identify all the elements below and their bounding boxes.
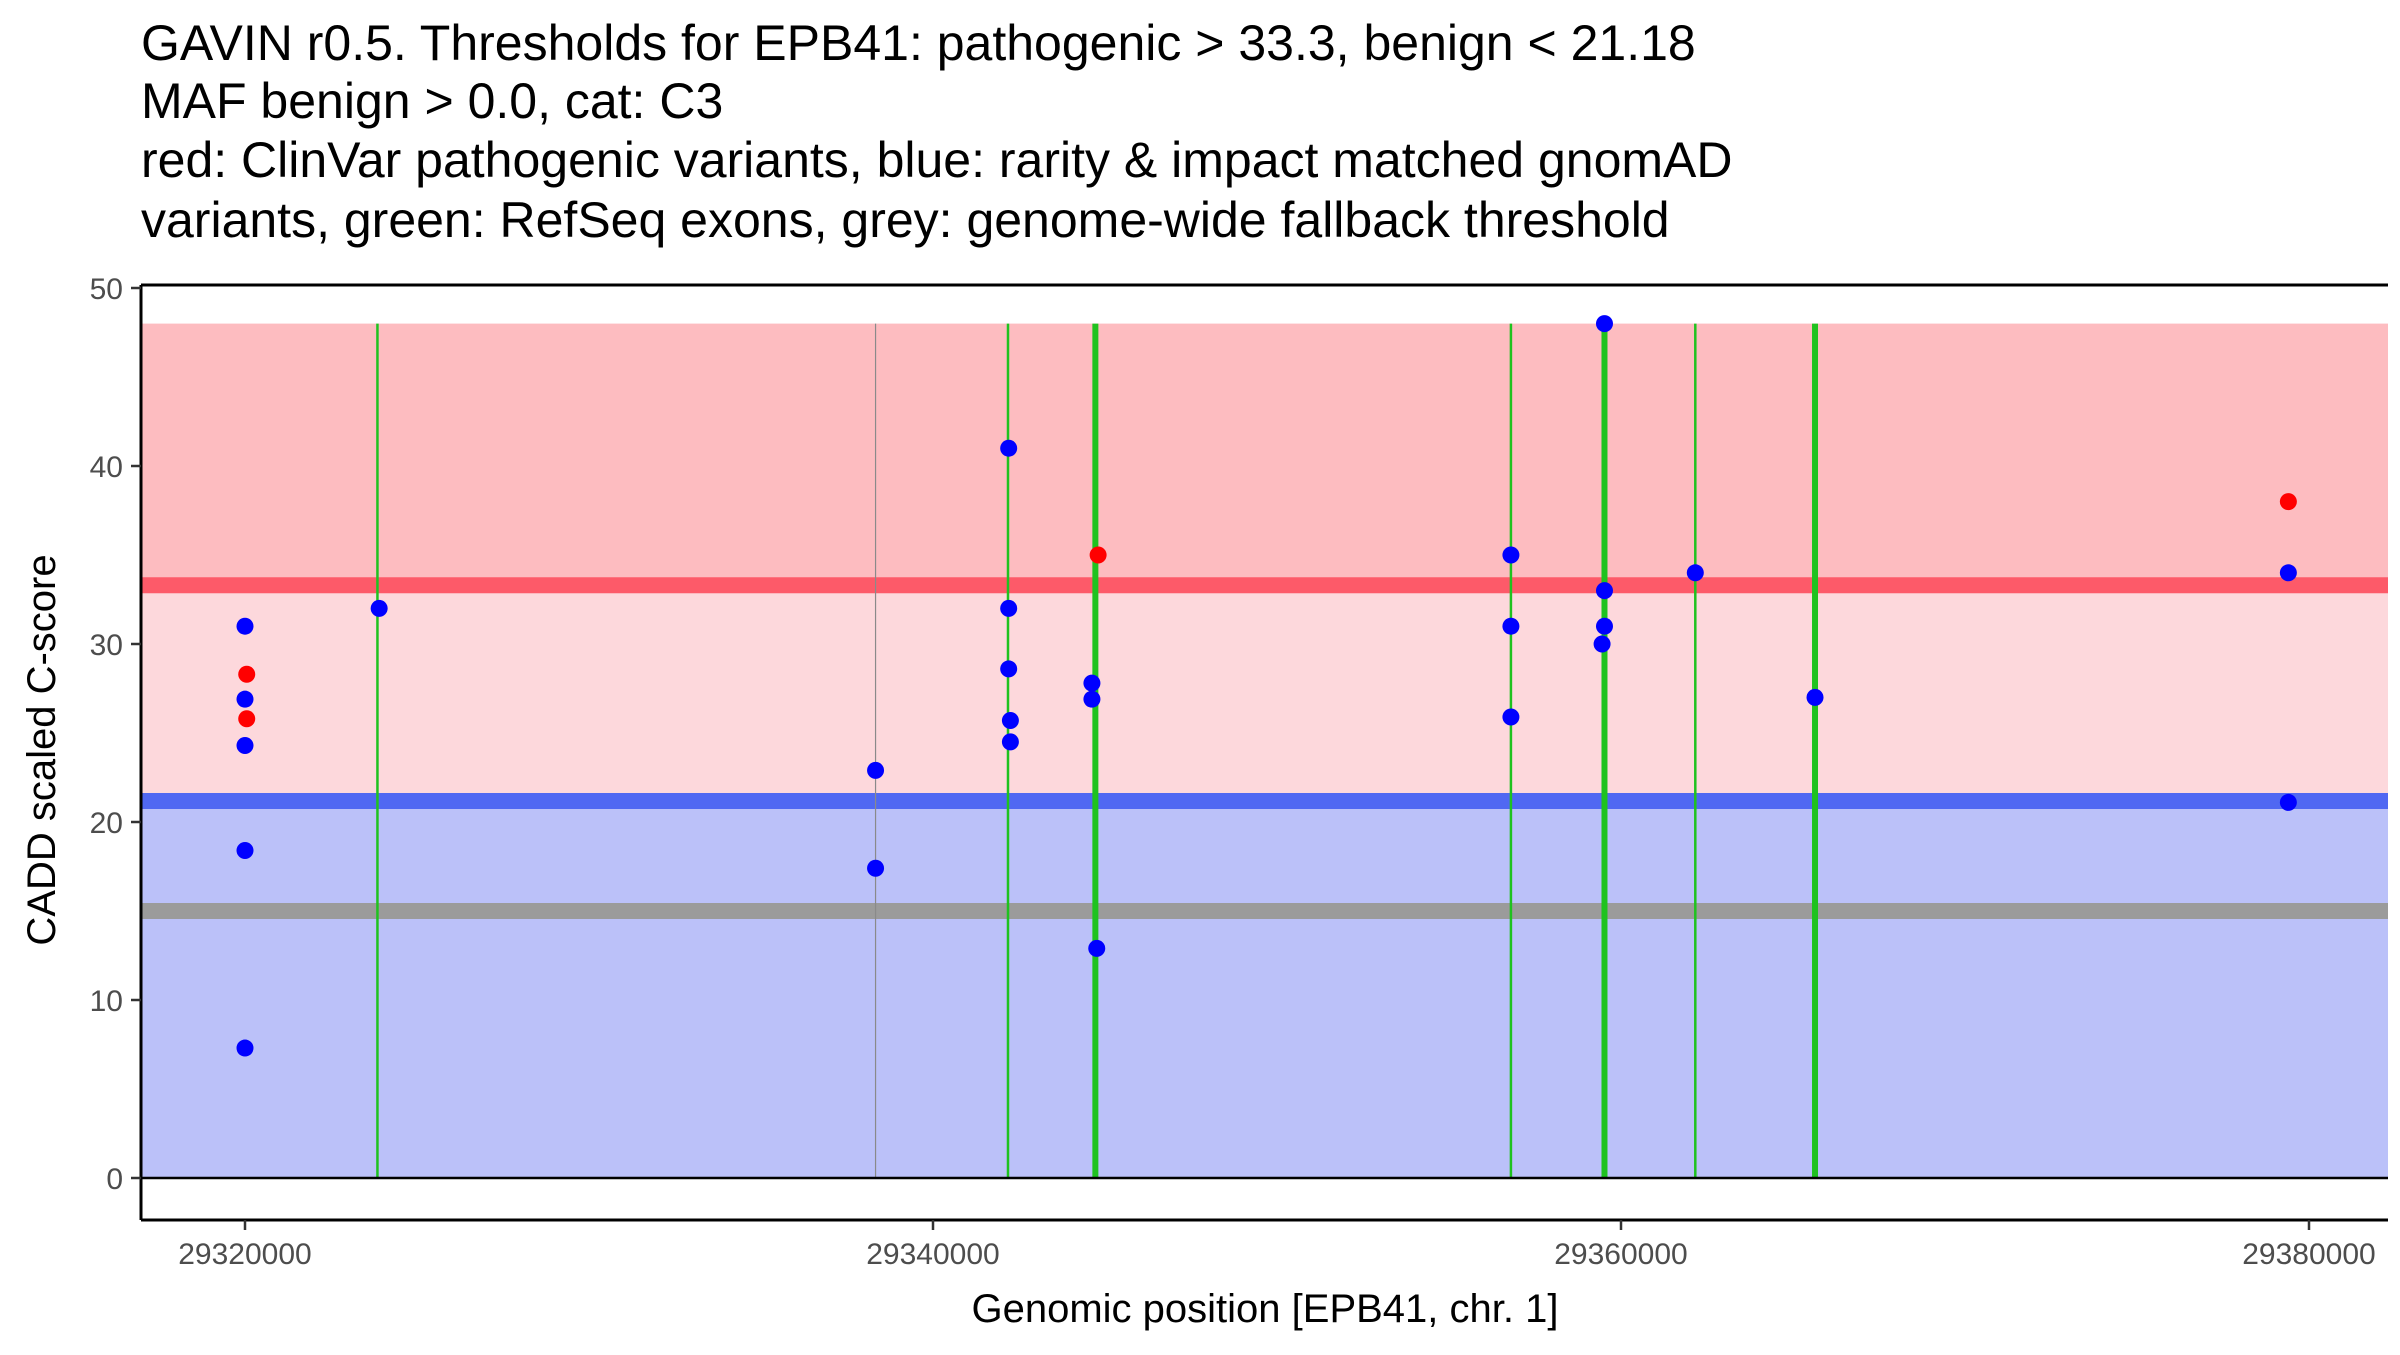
title-line-2: MAF benign > 0.0, cat: C3 — [141, 73, 723, 129]
y-tick-label: 20 — [90, 807, 123, 840]
y-tick-label: 40 — [90, 451, 123, 484]
y-tick-label: 10 — [90, 985, 123, 1018]
clinvar-point — [238, 665, 256, 683]
y-tick-label: 30 — [90, 629, 123, 662]
x-tick-label: 29320000 — [178, 1238, 311, 1271]
fallback-threshold-line — [141, 903, 2388, 919]
benign-threshold-line — [141, 792, 2388, 809]
gnomad-point — [2279, 793, 2297, 811]
gnomad-point — [867, 761, 885, 779]
x-tick-label: 29360000 — [1554, 1238, 1687, 1271]
gnomad-point — [236, 841, 254, 859]
gnomad-point — [1000, 660, 1018, 678]
gnomad-point — [1595, 315, 1613, 333]
pathogenic-threshold-line — [141, 577, 2388, 594]
gnomad-point — [1000, 439, 1018, 457]
gnomad-point — [1502, 708, 1520, 726]
title-line-3: red: ClinVar pathogenic variants, blue: … — [141, 132, 1732, 188]
y-axis-label: CADD scaled C-score — [20, 554, 64, 945]
title-line-4: variants, green: RefSeq exons, grey: gen… — [141, 192, 1670, 248]
clinvar-point — [1089, 546, 1107, 564]
intermediate-band — [141, 585, 2388, 801]
gnomad-point — [1502, 546, 1520, 564]
gnomad-point — [1595, 617, 1613, 635]
gnomad-point — [1083, 690, 1101, 708]
title-line-1: GAVIN r0.5. Thresholds for EPB41: pathog… — [141, 15, 1696, 71]
gnomad-point — [1806, 688, 1824, 706]
pathogenic-band — [141, 323, 2388, 586]
gnomad-point — [236, 690, 254, 708]
chart-title: GAVIN r0.5. Thresholds for EPB41: pathog… — [141, 15, 1732, 248]
benign-band — [141, 800, 2388, 1178]
gnomad-point — [2279, 564, 2297, 582]
gnomad-point — [867, 859, 885, 877]
gnomad-point — [1000, 599, 1018, 617]
gnomad-point — [1001, 733, 1019, 751]
gnomad-point — [1083, 674, 1101, 692]
gnomad-point — [1502, 617, 1520, 635]
gnomad-point — [236, 617, 254, 635]
gnomad-point — [236, 1039, 254, 1057]
gnomad-point — [1088, 939, 1106, 957]
gnomad-point — [1001, 712, 1019, 730]
y-tick-label: 50 — [90, 273, 123, 306]
gnomad-point — [370, 599, 388, 617]
gnomad-point — [1593, 635, 1611, 653]
gnomad-point — [236, 736, 254, 754]
x-tick-label: 29380000 — [2242, 1238, 2375, 1271]
y-tick-label: 0 — [106, 1163, 123, 1196]
gnomad-point — [1595, 582, 1613, 600]
x-axis-label: Genomic position [EPB41, chr. 1] — [972, 1287, 1559, 1331]
clinvar-point — [238, 710, 256, 728]
clinvar-point — [2279, 493, 2297, 511]
x-tick-label: 29340000 — [866, 1238, 999, 1271]
gnomad-point — [1686, 564, 1704, 582]
